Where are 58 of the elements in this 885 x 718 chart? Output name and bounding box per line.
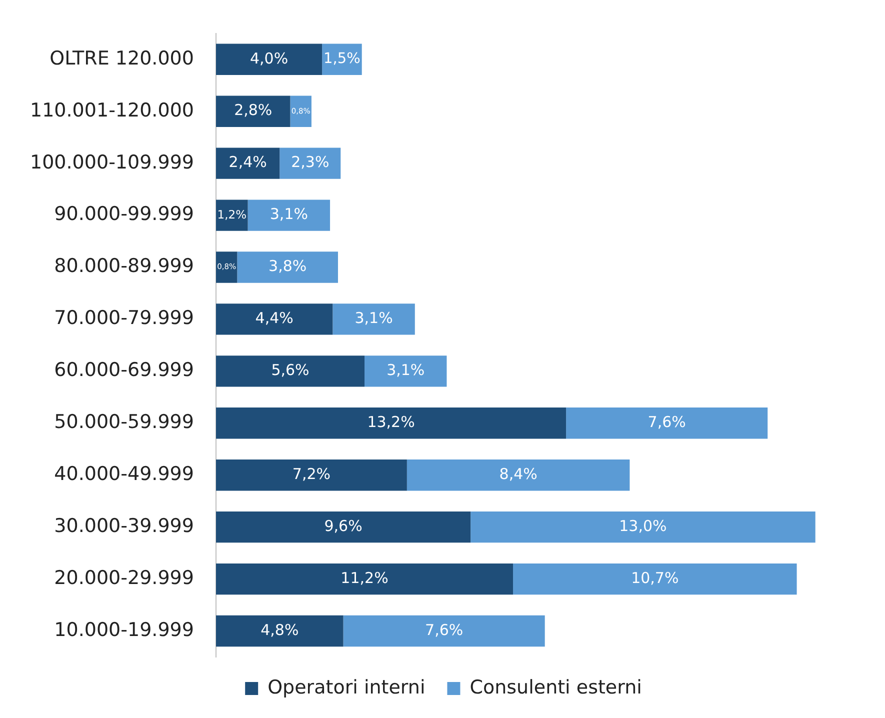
y-tick-label: 110.001-120.000 [30, 99, 194, 122]
y-tick-label: 100.000-109.999 [30, 151, 194, 174]
bar [280, 148, 341, 179]
data-label: 3,1% [354, 309, 393, 328]
y-tick-label: 10.000-19.999 [54, 618, 194, 641]
bar [216, 408, 566, 439]
y-tick-label: OLTRE 120.000 [50, 47, 194, 70]
data-label: 2,3% [291, 153, 330, 172]
data-label: 3,1% [386, 361, 425, 380]
data-label: 4,8% [260, 620, 299, 639]
data-label: 13,0% [619, 516, 667, 535]
data-label: 11,2% [340, 568, 388, 587]
y-tick-label: 30.000-39.999 [54, 515, 194, 538]
data-label: 4,4% [255, 309, 294, 328]
data-label: 2,4% [228, 153, 267, 172]
bar [216, 460, 407, 491]
data-label: 7,6% [425, 620, 464, 639]
bar [216, 511, 471, 543]
data-label: 3,8% [268, 257, 307, 276]
bar [216, 615, 344, 647]
legend-label: Operatori interni [268, 676, 426, 698]
legend-label: Consulenti esterni [470, 676, 642, 698]
bar [566, 408, 768, 439]
data-label: 7,2% [292, 465, 331, 484]
data-label: 13,2% [367, 413, 415, 432]
bar [248, 200, 330, 231]
y-tick-label: 40.000-49.999 [54, 463, 194, 486]
bar [470, 511, 816, 543]
bar [216, 304, 333, 335]
data-label: 5,6% [271, 361, 310, 380]
bar [513, 563, 797, 595]
data-label: 4,0% [250, 49, 288, 68]
y-tick-label: 70.000-79.999 [54, 307, 194, 330]
bar [216, 356, 365, 387]
bar [237, 252, 338, 283]
y-tick-label: 90.000-99.999 [54, 203, 194, 226]
data-label: 7,6% [648, 413, 686, 432]
bar [216, 96, 290, 127]
bar [216, 148, 280, 179]
data-label: 1,2% [217, 207, 247, 222]
y-tick-label: 20.000-29.999 [54, 566, 194, 589]
bar [216, 44, 322, 75]
y-tick-label: 50.000-59.999 [54, 411, 194, 434]
bar [406, 460, 630, 491]
bar [343, 615, 545, 647]
y-tick-label: 60.000-69.999 [54, 359, 194, 382]
y-tick-label: 80.000-89.999 [54, 255, 194, 278]
data-label: 9,6% [324, 516, 362, 535]
bar [364, 356, 447, 387]
bar [332, 304, 415, 335]
data-label: 3,1% [270, 205, 308, 224]
data-label: 2,8% [234, 101, 272, 120]
bar [216, 252, 238, 283]
bar [216, 563, 514, 595]
data-label: 10,7% [631, 568, 679, 587]
data-label: 1,5% [324, 51, 360, 68]
data-label: 8,4% [499, 465, 538, 484]
bar [216, 200, 248, 231]
